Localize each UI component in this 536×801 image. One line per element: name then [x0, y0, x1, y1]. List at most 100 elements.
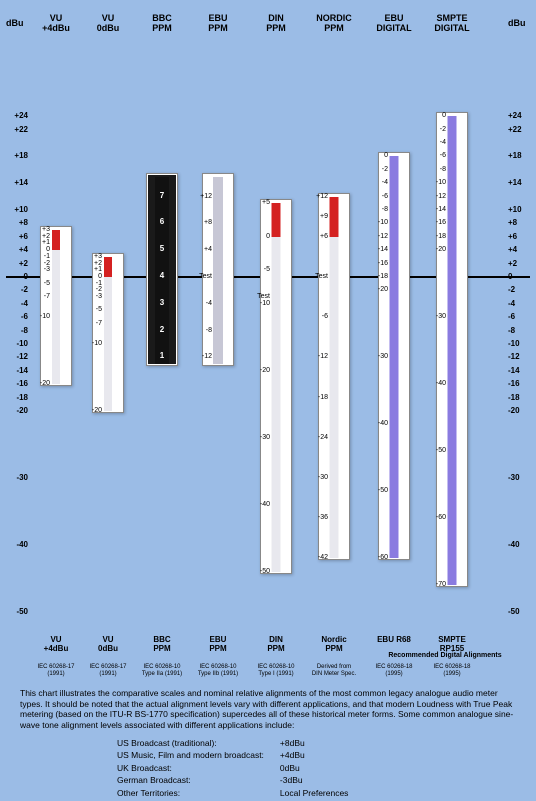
- ytick-left: +4: [4, 245, 28, 254]
- ytick-left: -2: [4, 285, 28, 294]
- meter-label: 1: [160, 352, 164, 360]
- meter-label: -16: [378, 260, 388, 267]
- meter-label: -5: [264, 266, 270, 273]
- meter-segment: [272, 203, 281, 237]
- ytick-left: -4: [4, 299, 28, 308]
- ytick-left: -20: [4, 406, 28, 415]
- meter-label: -16: [436, 219, 446, 226]
- meter-label: -18: [318, 394, 328, 401]
- ytick-right: -10: [508, 339, 534, 348]
- ytick-right: -16: [508, 379, 534, 388]
- ytick-left: +10: [4, 205, 28, 214]
- meter-label: 0: [266, 233, 270, 240]
- meter-label: -50: [260, 568, 270, 575]
- meter-label: -10: [92, 340, 102, 347]
- meter-label: +8: [204, 219, 212, 226]
- meter-vu0: +3+2+10-1-2-3-5-7-10-20: [92, 253, 124, 413]
- ytick-left: -8: [4, 326, 28, 335]
- ytick-left: -10: [4, 339, 28, 348]
- meter-label: -10: [436, 179, 446, 186]
- meter-label: -3: [44, 266, 50, 273]
- meter-label: +6: [320, 233, 328, 240]
- meter-label: -10: [378, 219, 388, 226]
- axis-title-left: dBu: [6, 18, 24, 28]
- meter-label: -12: [202, 353, 212, 360]
- meter-label: Test-10: [257, 293, 270, 307]
- alignment-row: US Music, Film and modern broadcast:+4dB…: [117, 750, 362, 761]
- ytick-left: -12: [4, 352, 28, 361]
- meter-label: -4: [206, 300, 212, 307]
- meter-label: -40: [436, 380, 446, 387]
- ytick-right: -4: [508, 299, 534, 308]
- col-header-vu0: VU0dBu: [86, 14, 130, 34]
- meter-label: -18: [436, 233, 446, 240]
- col-spec-vu0: IEC 60268-17(1991): [86, 664, 130, 677]
- ytick-left: -18: [4, 393, 28, 402]
- col-spec-bbc: IEC 60268-10Type IIa (1991): [138, 664, 186, 677]
- meter-label: -60: [378, 554, 388, 561]
- meter-label: +4: [204, 246, 212, 253]
- ytick-right: -30: [508, 473, 534, 482]
- ytick-right: -8: [508, 326, 534, 335]
- meter-label: 5: [160, 245, 164, 253]
- ytick-right: +24: [508, 111, 534, 120]
- meter-label: -7: [96, 320, 102, 327]
- meter-label: -14: [436, 206, 446, 213]
- col-spec-nordic: Derived fromDIN Meter Spec.: [308, 664, 360, 677]
- meter-label: -10: [40, 313, 50, 320]
- meter-label: -40: [260, 501, 270, 508]
- col-header-nordic: NORDICPPM: [308, 14, 360, 34]
- ytick-left: +2: [4, 259, 28, 268]
- col-footer-smpte: SMPTE RP155: [427, 636, 477, 654]
- alignment-row: US Broadcast (traditional):+8dBu: [117, 738, 362, 749]
- col-header-din: DINPPM: [252, 14, 300, 34]
- meter-label: Test: [199, 273, 212, 280]
- meter-label: 2: [160, 326, 164, 334]
- ytick-left: +18: [4, 151, 28, 160]
- meter-label: -6: [440, 152, 446, 159]
- col-header-smpte: SMPTEDIGITAL: [427, 14, 477, 34]
- col-header-bbc: BBCPPM: [138, 14, 186, 34]
- meter-label: -12: [378, 233, 388, 240]
- meter-label: -3: [96, 293, 102, 300]
- meter-vu4: +3+2+10-1-2-3-5-7-10-20: [40, 226, 72, 386]
- alignment-cell: +4dBu: [280, 750, 363, 761]
- ytick-right: +8: [508, 218, 534, 227]
- ytick-left: -40: [4, 540, 28, 549]
- col-footer-nordic: NordicPPM: [308, 636, 360, 654]
- ytick-left: -14: [4, 366, 28, 375]
- ytick-right: -14: [508, 366, 534, 375]
- ytick-left: +22: [4, 125, 28, 134]
- col-spec-din: IEC 60268-10Type I (1991): [252, 664, 300, 677]
- meter-ebudig: 0-2-4-6-8-10-12-14-16-18-20-30-40-50-60: [378, 152, 410, 560]
- meter-label: -30: [436, 313, 446, 320]
- ytick-right: +14: [508, 178, 534, 187]
- ytick-right: -20: [508, 406, 534, 415]
- meter-label: -14: [378, 246, 388, 253]
- meter-label: -12: [436, 193, 446, 200]
- meter-label: 7: [160, 192, 164, 200]
- ytick-right: +2: [508, 259, 534, 268]
- meter-segment: [52, 230, 60, 250]
- meter-label: -30: [260, 434, 270, 441]
- alignment-cell: UK Broadcast:: [117, 763, 278, 774]
- axis-title-right: dBu: [508, 18, 526, 28]
- meter-label: -20: [92, 407, 102, 414]
- ytick-left: 0: [4, 272, 28, 281]
- meter-label: -20: [436, 246, 446, 253]
- alignment-row: UK Broadcast:0dBu: [117, 763, 362, 774]
- col-footer-vu0: VU0dBu: [86, 636, 130, 654]
- meter-label: -6: [382, 193, 388, 200]
- col-spec-vu4: IEC 60268-17(1991): [34, 664, 78, 677]
- meter-segment: [330, 237, 339, 559]
- meter-label: +12: [200, 193, 212, 200]
- meter-label: -5: [44, 280, 50, 287]
- alignment-row: Other Territories:Local Preferences: [117, 788, 362, 799]
- meter-label: +5: [262, 199, 270, 206]
- meter-label: -20: [260, 367, 270, 374]
- ytick-left: +24: [4, 111, 28, 120]
- meter-segment: [272, 237, 281, 572]
- meter-label: -50: [378, 487, 388, 494]
- col-spec-smpte: IEC 60268-18(1995): [427, 664, 477, 677]
- alignment-cell: -3dBu: [280, 775, 363, 786]
